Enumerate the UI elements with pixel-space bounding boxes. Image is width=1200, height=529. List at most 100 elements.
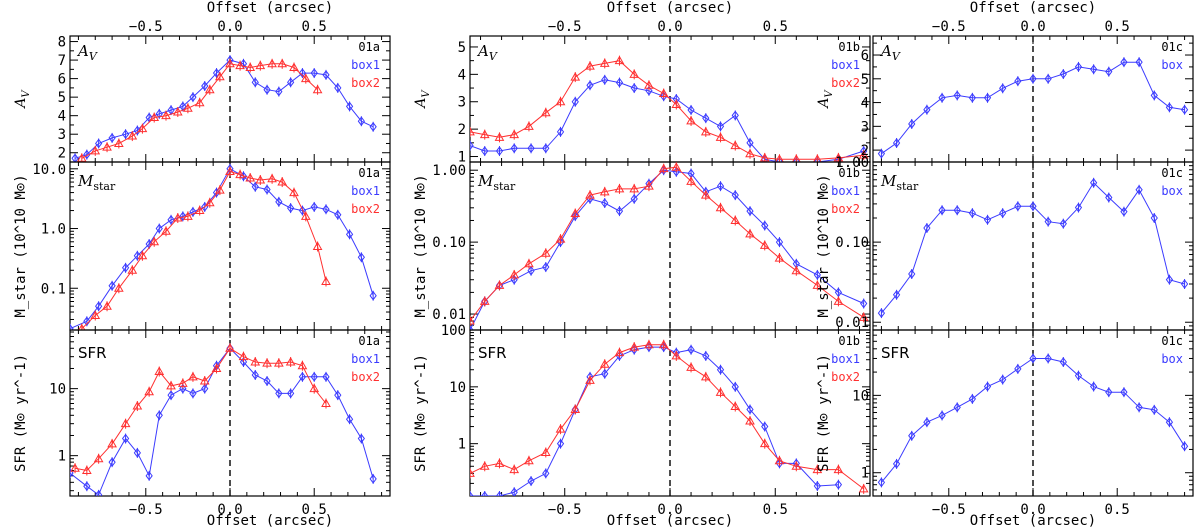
data-point-box2 [255,174,266,184]
y-tick-label: 1 [58,449,66,465]
data-point-box2 [113,283,124,292]
data-point-box [1029,201,1037,212]
data-point-box [1165,102,1174,113]
data-point-box1 [660,342,668,352]
inside-label-mstar: Mstar [77,172,116,193]
data-point-box1 [731,190,739,200]
data-point-box1 [287,77,295,88]
x-tick-label-top: 0.5 [1105,19,1130,35]
data-point-box2 [262,358,272,367]
y-tick-label: 2 [458,122,466,138]
data-point-box [908,430,916,441]
data-point-box2 [267,173,277,183]
data-point-box1 [615,206,624,216]
data-point-box2 [686,362,696,371]
data-point-box1 [702,351,710,361]
data-point-box1 [527,265,535,276]
series-group [71,55,377,162]
y-axis-label-sub: V [21,89,32,98]
data-point-box1 [263,376,271,386]
data-point-box1 [495,146,504,156]
data-point-box [1044,216,1052,227]
series-group [877,177,1189,319]
data-point-box [1105,192,1113,203]
data-point-box2 [715,132,726,141]
x-tick-label-top: 0.5 [763,19,788,35]
data-point-box1 [251,181,259,192]
x-tick-label-top: 0.0 [657,19,682,35]
data-point-box2 [791,265,802,275]
data-point-box2 [470,316,475,325]
data-point-box1 [212,68,221,78]
y-tick-label: 4 [58,109,66,125]
data-point-box2 [225,166,235,176]
legend-box: box [1161,352,1183,366]
data-point-box [877,148,886,159]
data-point-box1 [83,149,91,160]
data-point-box2 [555,96,566,106]
data-point-box1 [716,364,725,375]
series-group [877,353,1189,488]
data-point-box [877,477,886,488]
data-point-box2 [255,60,266,70]
data-point-box2 [149,236,160,246]
data-point-box [1090,64,1098,75]
data-point-box1 [527,476,535,486]
data-point-box [953,205,961,216]
panel-01c-SFR: −0.5 0.0 0.5 1 10 01c box SFR SFR (M⊙ yr^-1) [816,329,1194,518]
data-point-box [968,92,976,103]
data-point-box [1074,370,1083,381]
bottom-axis-title-2: Offset (arcsec) [607,513,733,529]
y-axis-label-sfr: SFR (M⊙ yr^-1) [413,354,429,472]
data-point-box2 [540,107,551,117]
data-point-box1 [775,237,784,247]
data-point-box1 [133,448,141,458]
data-point-box2 [658,88,669,98]
data-point-box1 [470,491,474,496]
data-point-box1 [251,370,259,380]
data-point-box [953,402,961,413]
data-point-box1 [369,290,377,301]
data-point-box [892,138,901,148]
data-point-box2 [812,464,823,474]
x-tick-label-bottom: 0.0 [657,502,682,518]
data-point-box1 [645,342,653,352]
data-point-box [938,205,946,216]
data-point-box2 [658,339,669,349]
data-point-box2 [570,404,581,413]
data-point-box2 [686,115,696,125]
data-point-box1 [746,137,754,148]
data-point-box1 [95,138,103,149]
data-point-box1 [189,207,197,217]
y-tick-label: 1.00 [835,155,869,171]
data-point-box1 [495,491,504,496]
data-point-box2 [644,339,654,349]
legend-box1: box1 [351,58,380,72]
data-point-box [923,223,931,233]
data-point-box2 [479,461,490,470]
y-tick-label: 1 [861,466,869,482]
data-point-box2 [470,126,475,136]
inside-label-mstar: Mstar [477,172,516,193]
y-axis-label-av: AV [413,89,432,110]
data-point-box2 [524,121,534,130]
inside-label-sub: V [892,50,901,63]
data-point-box [1090,381,1098,392]
data-point-box2 [745,228,755,238]
data-point-box [1044,73,1052,84]
data-point-box2 [172,106,183,116]
data-point-box2 [812,280,823,289]
data-point-box1 [630,83,638,93]
data-point-box [908,119,916,129]
y-tick-label: 0.01 [835,315,869,331]
data-point-box2 [599,58,610,67]
data-point-box1 [345,229,354,240]
inside-label-sfr: SFR [881,344,910,362]
data-point-box2 [671,350,682,360]
data-point-box1 [542,143,550,154]
data-point-box1 [571,96,579,107]
data-point-box [1135,184,1143,195]
data-point-box1 [775,458,784,469]
data-point-box1 [334,209,342,220]
